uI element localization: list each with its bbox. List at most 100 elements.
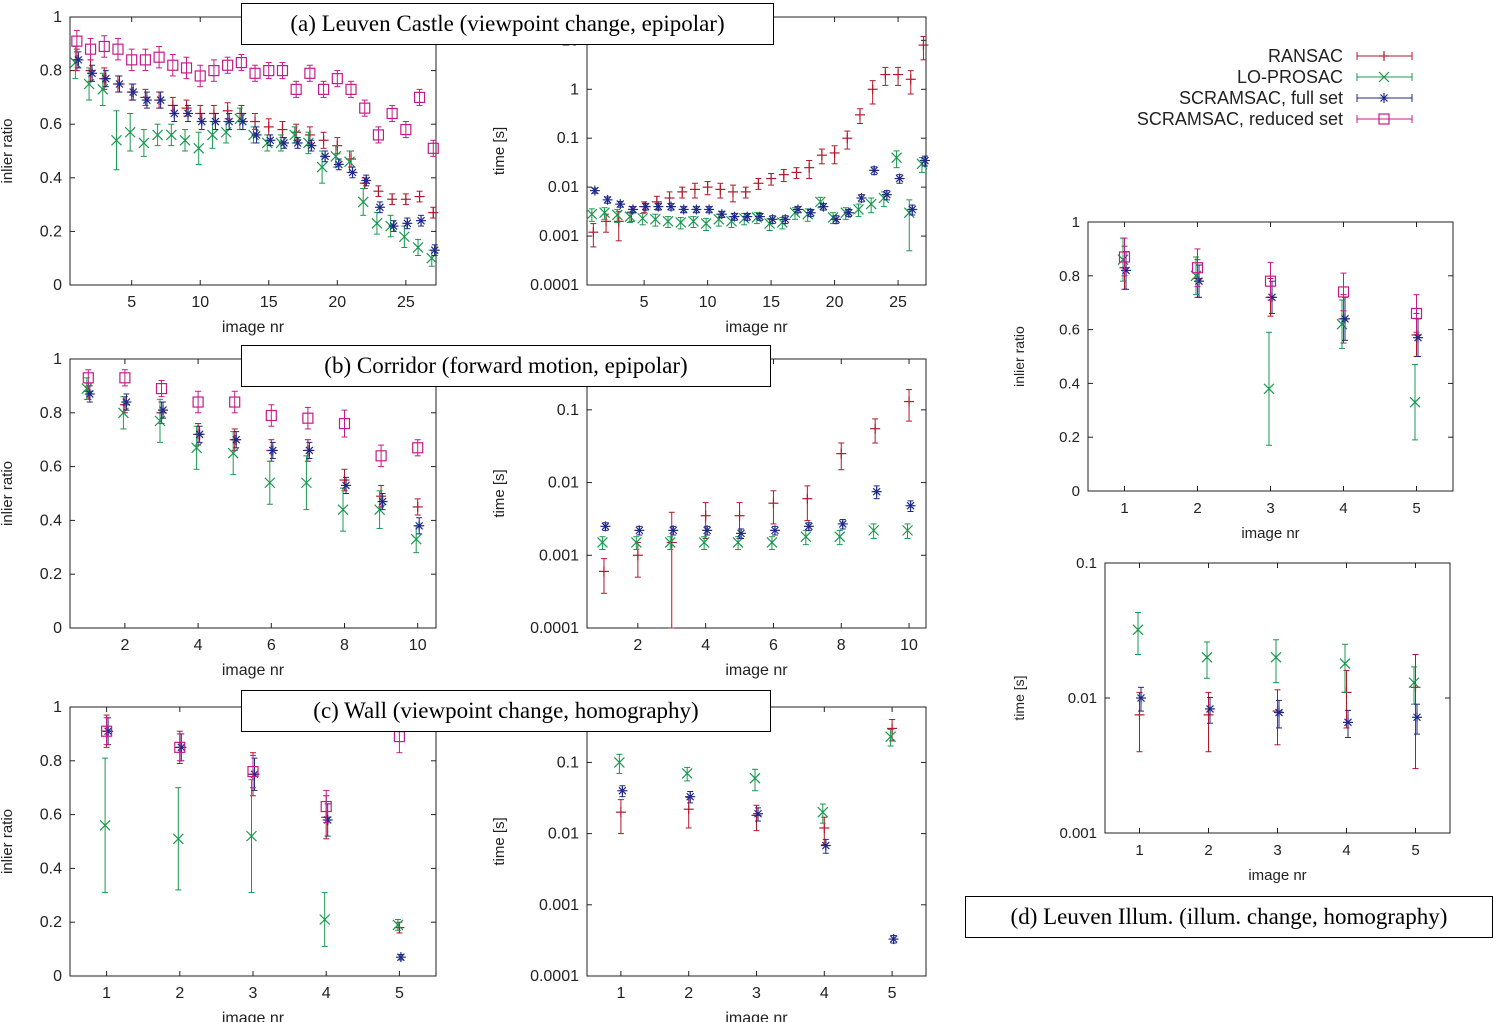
y-tick-label-c_ratio-2: 0.4 [40,860,62,877]
data-point-a_ratio-s2-11 [224,116,235,127]
data-point-b_ratio-s1-9 [410,533,422,545]
data-point-b_ratio-s2-4 [231,434,242,445]
data-point-a_time-s0-18 [816,150,827,161]
y-tick-label-b_time-0: 0.0001 [530,620,579,637]
errorbar-a_time-s1-0 [588,208,595,222]
data-point-a_time-s0-12 [740,186,751,197]
data-point-c_ratio-s1-1 [172,833,184,845]
data-point-d_time-s1-3 [1339,658,1351,669]
data-point-b_ratio-s0-9 [412,501,423,512]
x-tick-label-d_time-4: 5 [1411,842,1419,859]
errorbar-c_time-s1-0 [616,753,623,774]
plot-frame-c_ratio [69,706,437,977]
errorbar-a_ratio-s3-4 [128,48,135,72]
data-point-b_ratio-s1-3 [191,442,203,454]
data-point-a_time-s2-20 [843,207,854,218]
data-point-a_ratio-s3-3 [112,43,124,55]
x-tick-label-c_ratio-1: 2 [175,985,184,1002]
y-tick-label-c_ratio-0: 0 [53,968,62,985]
data-point-d_ratio-s2-2 [1267,292,1277,303]
data-point-b_time-s1-1 [630,537,642,548]
data-point-a_ratio-s2-0 [73,54,84,65]
legend [1356,52,1413,123]
data-point-a_time-s1-4 [637,212,649,224]
errorbar-a_time-s1-22 [868,197,875,214]
errorbar-a_ratio-s3-24 [402,121,409,139]
y-tick-label-d_ratio-3: 0.6 [1059,322,1080,339]
errorbar-d_time-s1-3 [1342,643,1348,693]
data-point-a_ratio-s2-1 [87,68,98,79]
plot-frame-a_time [586,16,927,286]
y-tick-label-c_ratio-5: 1 [53,699,62,716]
x-tick-label-d_time-3: 4 [1342,842,1350,859]
x-tick-label-c_ratio-4: 5 [395,985,404,1002]
errorbar-b_ratio-s3-4 [231,390,238,414]
data-point-d_ratio-s3-1 [1191,262,1204,274]
data-point-a_ratio-s2-10 [210,116,221,127]
errorbar-b_ratio-s3-2 [158,380,165,398]
data-point-a_ratio-s3-24 [400,123,412,136]
y-tick-label-c_time-3: 0.1 [557,754,579,771]
y-tick-label-a_ratio-5: 1 [53,9,62,26]
data-point-b_ratio-s3-8 [375,450,387,462]
data-point-c_time-s2-3 [820,840,831,851]
y-tick-label-c_ratio-3: 0.6 [40,807,62,824]
data-point-a_ratio-s0-11 [222,105,233,116]
data-point-a_ratio-s2-21 [361,175,372,186]
data-point-d_ratio-s2-0 [1121,265,1131,276]
x-axis-label-c_time: image nr [725,1010,788,1022]
data-point-a_time-s0-9 [702,182,713,193]
x-tick-label-b_ratio-0: 2 [120,637,129,654]
errorbar-a_ratio-s3-0 [73,29,80,53]
data-point-a_time-s2-4 [640,201,651,212]
x-tick-label-d_ratio-1: 2 [1193,500,1201,517]
data-point-a_time-s0-22 [867,84,878,95]
data-point-a_ratio-s3-2 [98,40,110,53]
data-point-c_time-s1-2 [749,772,761,784]
y-axis-label-b_time: time [s] [491,469,508,517]
data-point-b_ratio-s3-0 [82,372,94,384]
errorbar-a_ratio-s3-25 [416,88,423,106]
legend-sample-3 [1356,115,1413,123]
y-axis-label-c_ratio: inlier ratio [0,809,16,874]
y-tick-label-c_ratio-1: 0.2 [40,914,62,931]
x-tick-label-d_ratio-2: 3 [1266,500,1274,517]
legend-label-0: RANSAC [1268,46,1343,66]
data-point-a_ratio-s2-6 [155,95,166,106]
data-point-a_time-s1-7 [675,217,687,228]
data-point-b_ratio-s2-6 [304,445,315,456]
data-point-b_ratio-s3-5 [265,409,277,422]
errorbar-b_ratio-s3-8 [378,444,385,468]
data-point-a_ratio-s1-8 [179,134,191,146]
data-point-a_time-s2-11 [729,211,740,222]
data-point-c_ratio-s2-3 [322,814,333,825]
errorbar-b_ratio-s3-3 [195,390,202,414]
data-point-a_ratio-s0-22 [373,186,384,197]
x-tick-label-d_time-0: 1 [1135,842,1143,859]
data-point-a_ratio-s2-13 [251,129,262,140]
data-point-a_time-s1-22 [865,198,877,210]
y-tick-label-a_ratio-3: 0.6 [40,116,62,133]
data-point-a_ratio-s2-9 [196,116,207,127]
y-tick-label-b_time-3: 0.1 [557,402,579,419]
x-tick-label-c_time-1: 2 [684,985,693,1002]
data-point-d_time-s2-3 [1343,717,1353,728]
data-point-a_ratio-s0-13 [250,116,261,127]
data-point-a_time-s2-24 [894,173,905,184]
data-point-b_time-s0-3 [700,510,711,521]
x-tick-label-a_ratio-2: 15 [260,294,278,311]
x-tick-label-b_ratio-2: 6 [267,637,276,654]
data-point-b_time-s0-9 [904,396,915,407]
data-point-b_time-s0-2 [666,537,677,548]
errorbar-a_ratio-s3-12 [238,54,245,72]
data-point-a_ratio-s3-12 [235,56,247,69]
errorbar-d_ratio-s3-1 [1194,248,1201,288]
data-point-c_time-s2-4 [888,934,899,945]
data-point-a_time-s2-0 [589,185,600,196]
data-point-a_time-s1-8 [687,215,699,227]
data-point-a_time-s1-9 [700,218,712,230]
data-point-a_time-s2-2 [615,199,626,210]
data-point-d_ratio-s2-3 [1340,313,1350,324]
errorbar-a_ratio-s3-18 [320,80,327,98]
y-tick-label-a_time-0: 0.0001 [530,277,579,294]
